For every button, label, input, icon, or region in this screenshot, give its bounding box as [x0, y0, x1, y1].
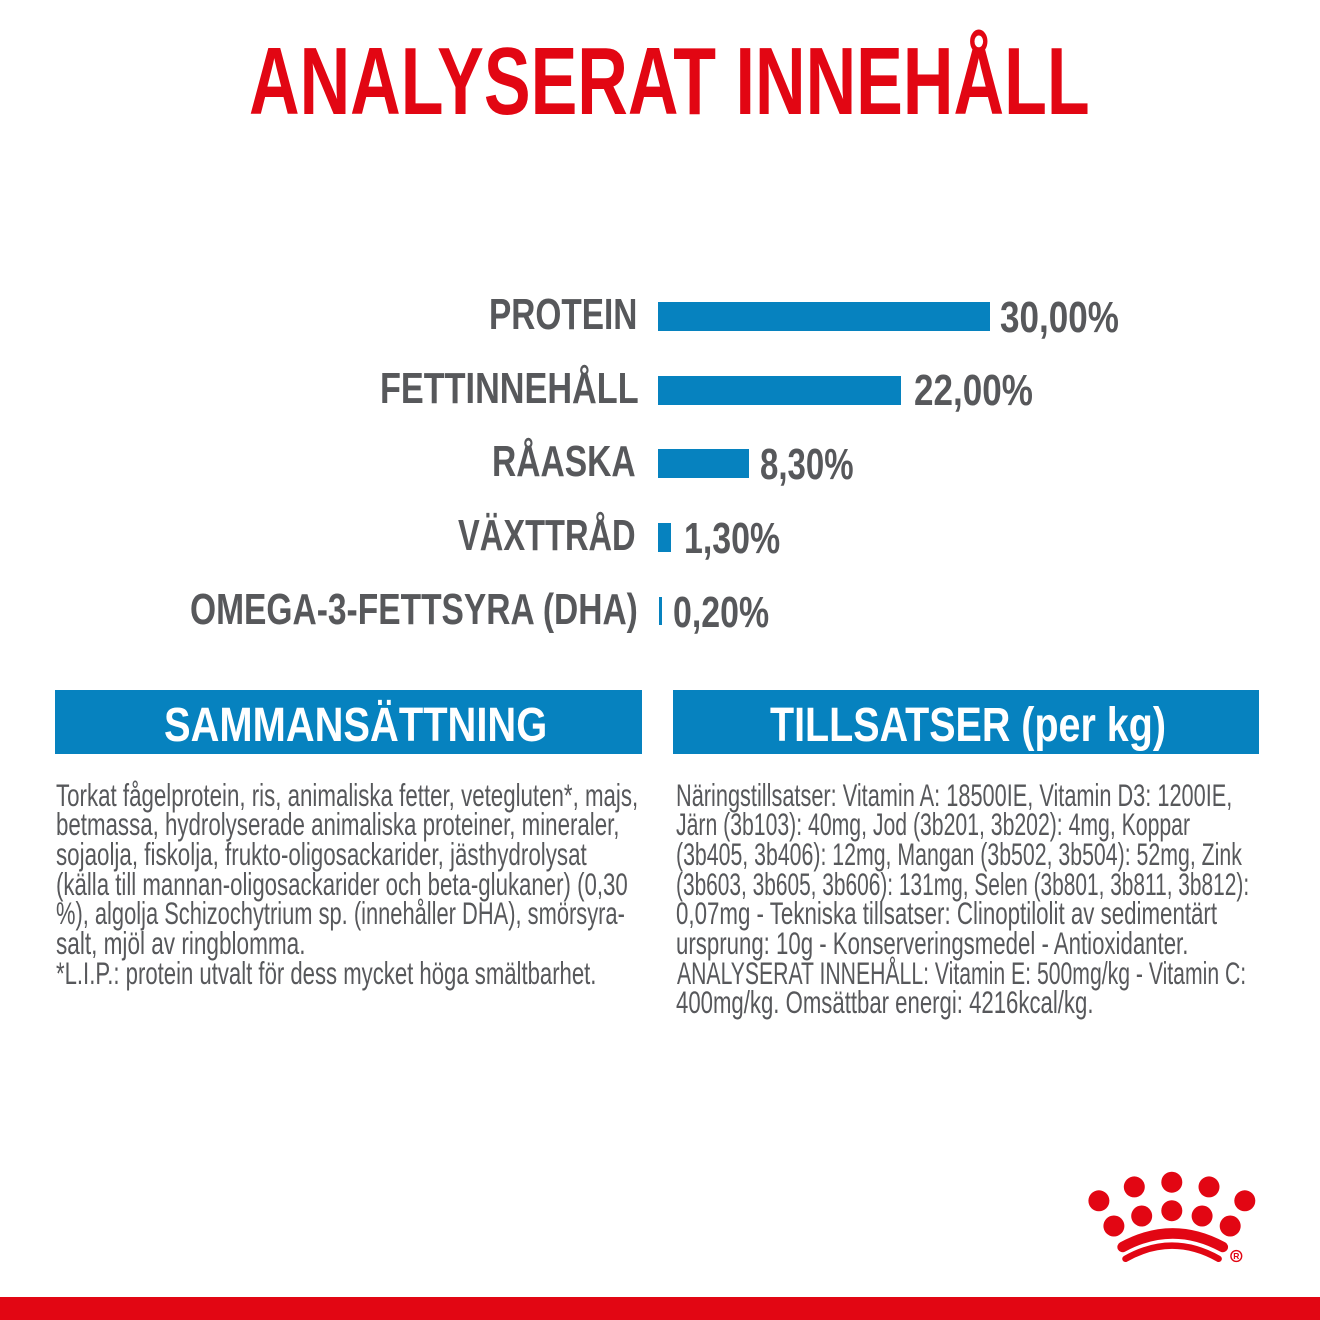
svg-text:R: R — [1233, 1251, 1239, 1261]
